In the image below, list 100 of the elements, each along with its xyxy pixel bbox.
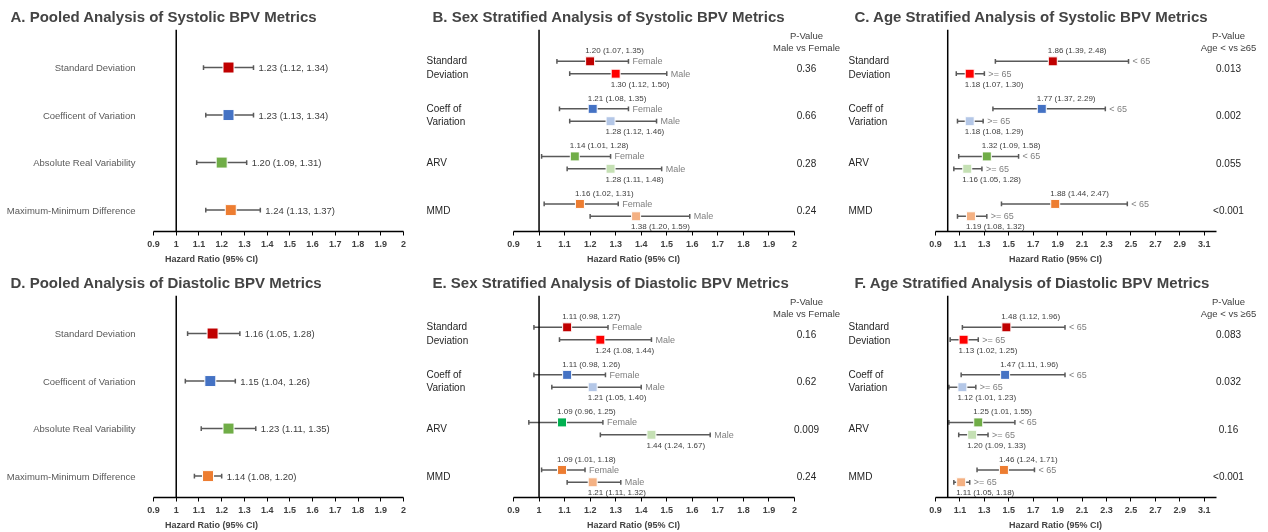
y-tick-label: Maximum-Minimum Difference [6,204,136,216]
chart-title: B. Sex Stratified Analysis of Systolic BPV Metrics [432,7,785,25]
x-tick-label: 1.9 [762,504,776,515]
text: Female [606,417,637,428]
x-tick-label: 1.9 [762,238,776,249]
data-label: 1.32 (1.09, 1.58) [981,141,1041,151]
text: 0.28 [796,157,817,169]
x-tick-label: 2.7 [1149,504,1162,515]
text: >= 65 [985,163,1009,174]
text: 0.66 [796,110,817,122]
text: < 65 [1109,103,1128,114]
x-tick-label: 2 [792,238,798,249]
x-tick-label: 1.4 [260,238,274,249]
x-tick-label: 1.2 [583,238,597,249]
x-axis-title: Hazard Ratio (95% CI) [1008,253,1103,264]
data-label: 1.23 (1.12, 1.34) [258,62,329,74]
x-tick-label: 0.9 [147,238,160,249]
text: Male [714,429,734,440]
x-tick-label: 1.8 [737,504,750,515]
text: Female [614,151,645,162]
text: Male [693,211,714,222]
x-tick-label: 1.1 [192,504,206,515]
x-tick-label: 2.3 [1100,238,1113,249]
x-tick-label: 1.2 [215,238,228,249]
x-tick-label: 2.5 [1124,238,1138,249]
data-label: 1.30 (1.12, 1.50) [610,79,670,89]
x-tick-label: 2 [401,238,407,249]
data-label: 1.44 (1.24, 1.67) [646,440,706,450]
y-tick-label: Coeff of Variation [426,368,466,394]
annotation: 0.009 [793,423,820,435]
x-tick-label: 1.3 [609,504,622,515]
text: 0.16 [796,328,817,340]
text: < 65 [1022,151,1041,162]
x-tick-label: 1.8 [351,238,365,249]
annotation: P-Value [789,30,824,42]
y-tick-label: ARV [848,157,870,169]
y-tick-label: Standard Deviation [426,321,469,346]
y-tick-label: Absolute Real Variability [33,423,136,435]
text: Female [632,103,663,114]
data-label: 1.18 (1.08, 1.29) [964,127,1024,137]
x-tick-label: 1 [173,504,179,515]
x-tick-label: 1.6 [686,504,699,515]
x-tick-label: 1.7 [1026,238,1040,249]
data-label: 1.24 (1.13, 1.37) [265,204,336,216]
x-tick-label: 1.6 [686,238,699,249]
x-tick-label: 0.9 [929,504,942,515]
x-tick-label: 1 [536,504,542,515]
annotation: 0.032 [1215,376,1242,388]
data-label: 1.21 (1.05, 1.40) [587,393,647,403]
x-tick-label: 2.9 [1173,504,1187,515]
annotation: Age < vs ≥65 [1200,41,1257,53]
chart-title: D. Pooled Analysis of Diastolic BPV Metrics [10,273,322,291]
text: Female [609,369,640,380]
x-tick-label: 2 [401,504,407,515]
y-tick-label: Coeff of Variation [426,102,466,128]
x-tick-label: 1.8 [737,238,750,249]
text: Female [622,198,653,209]
x-tick-label: 1.3 [238,504,251,515]
y-tick-label: MMD [848,470,873,482]
chart-title: F. Age Stratified Analysis of Diastolic BPV Metrics [854,273,1210,291]
text: 0.16 [1218,423,1239,435]
annotation: P-Value [789,296,824,308]
text: Male [660,116,681,127]
x-tick-label: 1.4 [634,504,648,515]
text: Male [624,477,645,488]
y-tick-label: MMD [426,470,451,482]
text: >= 65 [990,211,1014,222]
x-tick-label: 0.9 [507,238,520,249]
x-axis-title: Hazard Ratio (95% CI) [1008,519,1103,530]
annotation: Male vs Female [772,307,841,319]
x-tick-label: 1.7 [711,238,725,249]
data-label: 1.20 (1.09, 1.33) [967,440,1027,450]
x-tick-label: 1.5 [1002,504,1016,515]
data-label: 1.19 (1.08, 1.32) [965,222,1025,232]
chart-title: C. Age Stratified Analysis of Systolic BPV Metrics [854,7,1208,25]
y-tick-label: Coeff of Variation [848,368,888,394]
annotation: Age < vs ≥65 [1200,307,1257,319]
x-tick-label: 1.6 [306,504,319,515]
text: >= 65 [982,334,1006,345]
x-tick-label: 1.5 [660,504,674,515]
annotation: P-Value [1211,30,1246,42]
data-label: 1.47 (1.11, 1.96) [1000,359,1059,369]
x-tick-label: 1.8 [351,504,365,515]
data-label: 1.11 (1.05, 1.18) [956,488,1015,498]
text: < 65 [1131,198,1150,209]
x-tick-label: 2.1 [1075,504,1089,515]
x-tick-label: 1.7 [329,238,342,249]
y-tick-label: Coefficent of Variation [42,375,136,387]
x-tick-label: 1.7 [1026,504,1040,515]
y-tick-label: Coeff of Variation [848,102,888,128]
data-label: 1.21 (1.08, 1.35) [587,93,647,103]
x-tick-label: 1.3 [609,238,622,249]
x-tick-label: 1.3 [978,504,991,515]
data-label: 1.11 (0.98, 1.27) [562,312,621,322]
chart-title: A. Pooled Analysis of Systolic BPV Metrics [10,7,317,25]
x-tick-label: 1.1 [953,238,967,249]
chart-title: E. Sex Stratified Analysis of Diastolic BPV Metrics [432,273,789,291]
data-label: 1.24 (1.08, 1.44) [595,345,655,355]
data-label: 1.16 (1.05, 1.28) [962,174,1022,184]
data-label: 1.28 (1.11, 1.48) [605,174,665,184]
